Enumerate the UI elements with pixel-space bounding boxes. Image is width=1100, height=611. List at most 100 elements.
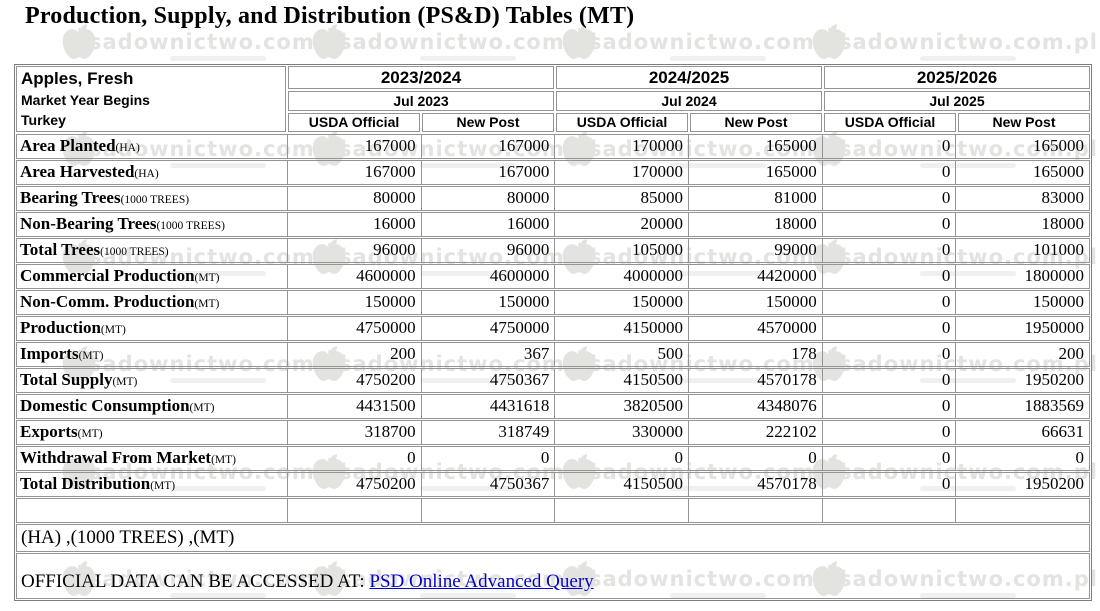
- cell-value: 0: [821, 213, 956, 236]
- cell-value: 4348076: [688, 395, 822, 418]
- cell-value: 4570000: [688, 317, 822, 340]
- subcolumn-newpost: New Post: [958, 113, 1090, 132]
- cell-value: 0: [821, 369, 956, 392]
- row-unit: (MT): [77, 428, 103, 440]
- cell-value: 1883569: [955, 395, 1089, 418]
- cell-value: 0: [420, 447, 555, 470]
- cell-value: 1800000: [955, 265, 1089, 288]
- row-label-cell: Total Distribution(MT): [17, 473, 287, 496]
- cell-value: 500: [554, 343, 688, 366]
- cell-value: 4600000: [287, 265, 421, 288]
- table-row: Bearing Trees(1000 TREES) 80000 80000 85…: [16, 186, 1090, 211]
- cell-value: 0: [821, 291, 956, 314]
- watermark-subline: [420, 55, 517, 61]
- watermark-text: sadownictwo.com.pl: [839, 29, 1098, 54]
- table-row: Non-Comm. Production(MT) 150000 150000 1…: [16, 290, 1090, 315]
- watermark: sadownictwo.com.pl: [806, 22, 1098, 68]
- commodity-name: Apples, Fresh: [21, 69, 134, 88]
- row-unit: (MT): [211, 454, 236, 466]
- row-label: Imports: [20, 344, 79, 363]
- row-label: Non-Comm. Production: [20, 292, 195, 311]
- cell-value: 165000: [688, 135, 822, 158]
- header-year-columns: 2023/2024 2024/2025 2025/2026 Jul 2023 J…: [287, 65, 1091, 133]
- year-begins: Jul 2023: [288, 91, 554, 111]
- cell-value: 167000: [420, 161, 555, 184]
- cell-value: [688, 499, 822, 522]
- year-begins: Jul 2025: [824, 91, 1090, 111]
- cell-value: 4750367: [420, 369, 555, 392]
- country-name: Turkey: [21, 112, 66, 128]
- cell-value: 4431500: [287, 395, 421, 418]
- subcolumn-newpost: New Post: [690, 113, 822, 132]
- cell-value: 101000: [955, 239, 1089, 262]
- cell-value: 4150000: [554, 317, 688, 340]
- year-header: 2023/2024: [288, 66, 554, 89]
- footer-row: OFFICIAL DATA CAN BE ACCESSED AT: PSD On…: [16, 553, 1090, 599]
- cell-value: [821, 499, 956, 522]
- row-label-cell: Imports(MT): [17, 343, 287, 366]
- table-row: Non-Bearing Trees(1000 TREES) 16000 1600…: [16, 212, 1090, 237]
- cell-value: 105000: [554, 239, 688, 262]
- cell-value: 16000: [287, 213, 421, 236]
- header-left-cell: Apples, Fresh Market Year Begins Turkey: [16, 66, 286, 132]
- row-unit: (HA): [115, 142, 140, 154]
- cell-value: 165000: [955, 161, 1089, 184]
- cell-value: 0: [688, 447, 822, 470]
- cell-value: 1950000: [955, 317, 1089, 340]
- cell-value: 150000: [554, 291, 688, 314]
- row-label: Total Trees: [20, 240, 101, 259]
- row-unit: (1000 TREES): [100, 246, 169, 258]
- cell-value: 4750200: [287, 473, 421, 496]
- table-row: Area Harvested(HA) 167000 167000 170000 …: [16, 160, 1090, 185]
- cell-value: 0: [821, 187, 956, 210]
- cell-value: 96000: [420, 239, 555, 262]
- cell-value: 150000: [287, 291, 421, 314]
- subcolumn-row: USDA Official New Post USDA Official New…: [287, 112, 1091, 133]
- cell-value: 0: [821, 317, 956, 340]
- cell-value: 81000: [688, 187, 822, 210]
- cell-value: 150000: [420, 291, 555, 314]
- row-unit: (HA): [134, 168, 159, 180]
- row-label-cell: Exports(MT): [17, 421, 287, 444]
- cell-value: [554, 499, 688, 522]
- cell-value: 4750000: [420, 317, 555, 340]
- cell-value: 167000: [287, 135, 421, 158]
- year-row: 2023/2024 2024/2025 2025/2026: [287, 65, 1091, 90]
- cell-value: 4431618: [420, 395, 555, 418]
- cell-value: 0: [554, 447, 688, 470]
- row-label: Domestic Consumption: [20, 396, 190, 415]
- cell-value: 4000000: [554, 265, 688, 288]
- market-year-begins-row: Jul 2023 Jul 2024 Jul 2025: [287, 90, 1091, 112]
- cell-value: 0: [821, 161, 956, 184]
- row-label: Bearing Trees: [20, 188, 121, 207]
- table-row: Withdrawal From Market(MT) 0 0 0 0 0 0: [16, 446, 1090, 471]
- cell-value: 99000: [688, 239, 822, 262]
- watermark-text: sadownictwo.com.pl: [339, 29, 598, 54]
- row-unit: (MT): [78, 350, 104, 362]
- row-label: Area Harvested: [20, 162, 135, 181]
- cell-value: 3820500: [554, 395, 688, 418]
- row-label-cell: Total Supply(MT): [17, 369, 287, 392]
- psd-online-link[interactable]: PSD Online Advanced Query: [369, 571, 594, 592]
- row-label: Area Planted: [20, 136, 116, 155]
- year-begins: Jul 2024: [556, 91, 822, 111]
- subcolumn-usda: USDA Official: [824, 113, 956, 132]
- cell-value: 367: [420, 343, 555, 366]
- subcolumn-usda: USDA Official: [288, 113, 420, 132]
- row-unit: (MT): [112, 376, 138, 388]
- row-unit: (MT): [194, 298, 220, 310]
- cell-value: 66631: [955, 421, 1089, 444]
- cell-value: 4150500: [554, 369, 688, 392]
- cell-value: 170000: [554, 135, 688, 158]
- cell-value: 222102: [688, 421, 822, 444]
- cell-value: 4600000: [420, 265, 555, 288]
- cell-value: 165000: [688, 161, 822, 184]
- table-row: Domestic Consumption(MT) 4431500 4431618…: [16, 394, 1090, 419]
- row-label: Total Supply: [20, 370, 113, 389]
- watermark-subline: [170, 55, 267, 61]
- cell-value: 318749: [420, 421, 555, 444]
- row-label-cell: Area Planted(HA): [17, 135, 287, 158]
- watermark-subline: [920, 55, 1017, 61]
- row-label: Withdrawal From Market: [20, 448, 212, 467]
